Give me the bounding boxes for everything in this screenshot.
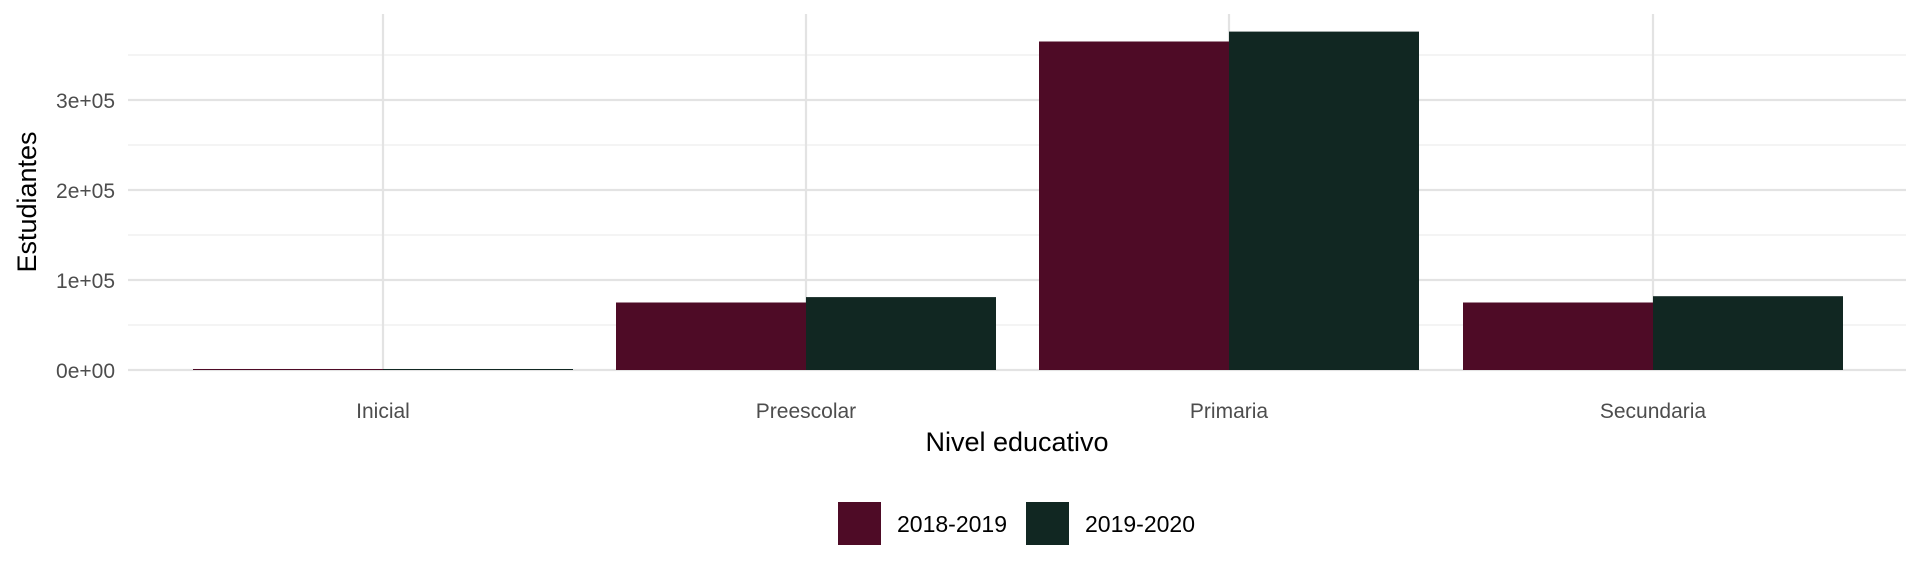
- x-axis: Inicial Preescolar Primaria Secundaria: [356, 400, 1706, 423]
- legend-swatch-2018-2019: [838, 502, 881, 545]
- legend-label-2018-2019: 2018-2019: [897, 511, 1007, 537]
- x-tick-label: Inicial: [356, 400, 410, 423]
- y-tick-label: 1e+05: [56, 270, 115, 293]
- bar-preescolar-2019-2020: [806, 297, 996, 370]
- bar-primaria-2018-2019: [1039, 41, 1229, 370]
- y-axis: 0e+00 1e+05 2e+05 3e+05: [56, 90, 115, 383]
- x-tick-label: Primaria: [1190, 400, 1268, 423]
- legend-swatch-2019-2020: [1026, 502, 1069, 545]
- bar-inicial-2018-2019: [193, 369, 383, 370]
- x-axis-title: Nivel educativo: [925, 427, 1108, 457]
- y-tick-label: 0e+00: [56, 360, 115, 383]
- legend: 2018-2019 2019-2020: [838, 502, 1195, 545]
- legend-label-2019-2020: 2019-2020: [1085, 511, 1195, 537]
- bar-inicial-2019-2020: [383, 369, 573, 370]
- bar-preescolar-2018-2019: [616, 302, 806, 370]
- y-axis-title: Estudiantes: [12, 131, 42, 272]
- bars: [193, 31, 1843, 370]
- bar-secundaria-2018-2019: [1463, 302, 1653, 370]
- y-tick-label: 2e+05: [56, 180, 115, 203]
- x-tick-label: Secundaria: [1600, 400, 1707, 423]
- bar-primaria-2019-2020: [1229, 31, 1419, 370]
- bar-secundaria-2019-2020: [1653, 296, 1843, 370]
- x-tick-label: Preescolar: [756, 400, 856, 423]
- y-tick-label: 3e+05: [56, 90, 115, 113]
